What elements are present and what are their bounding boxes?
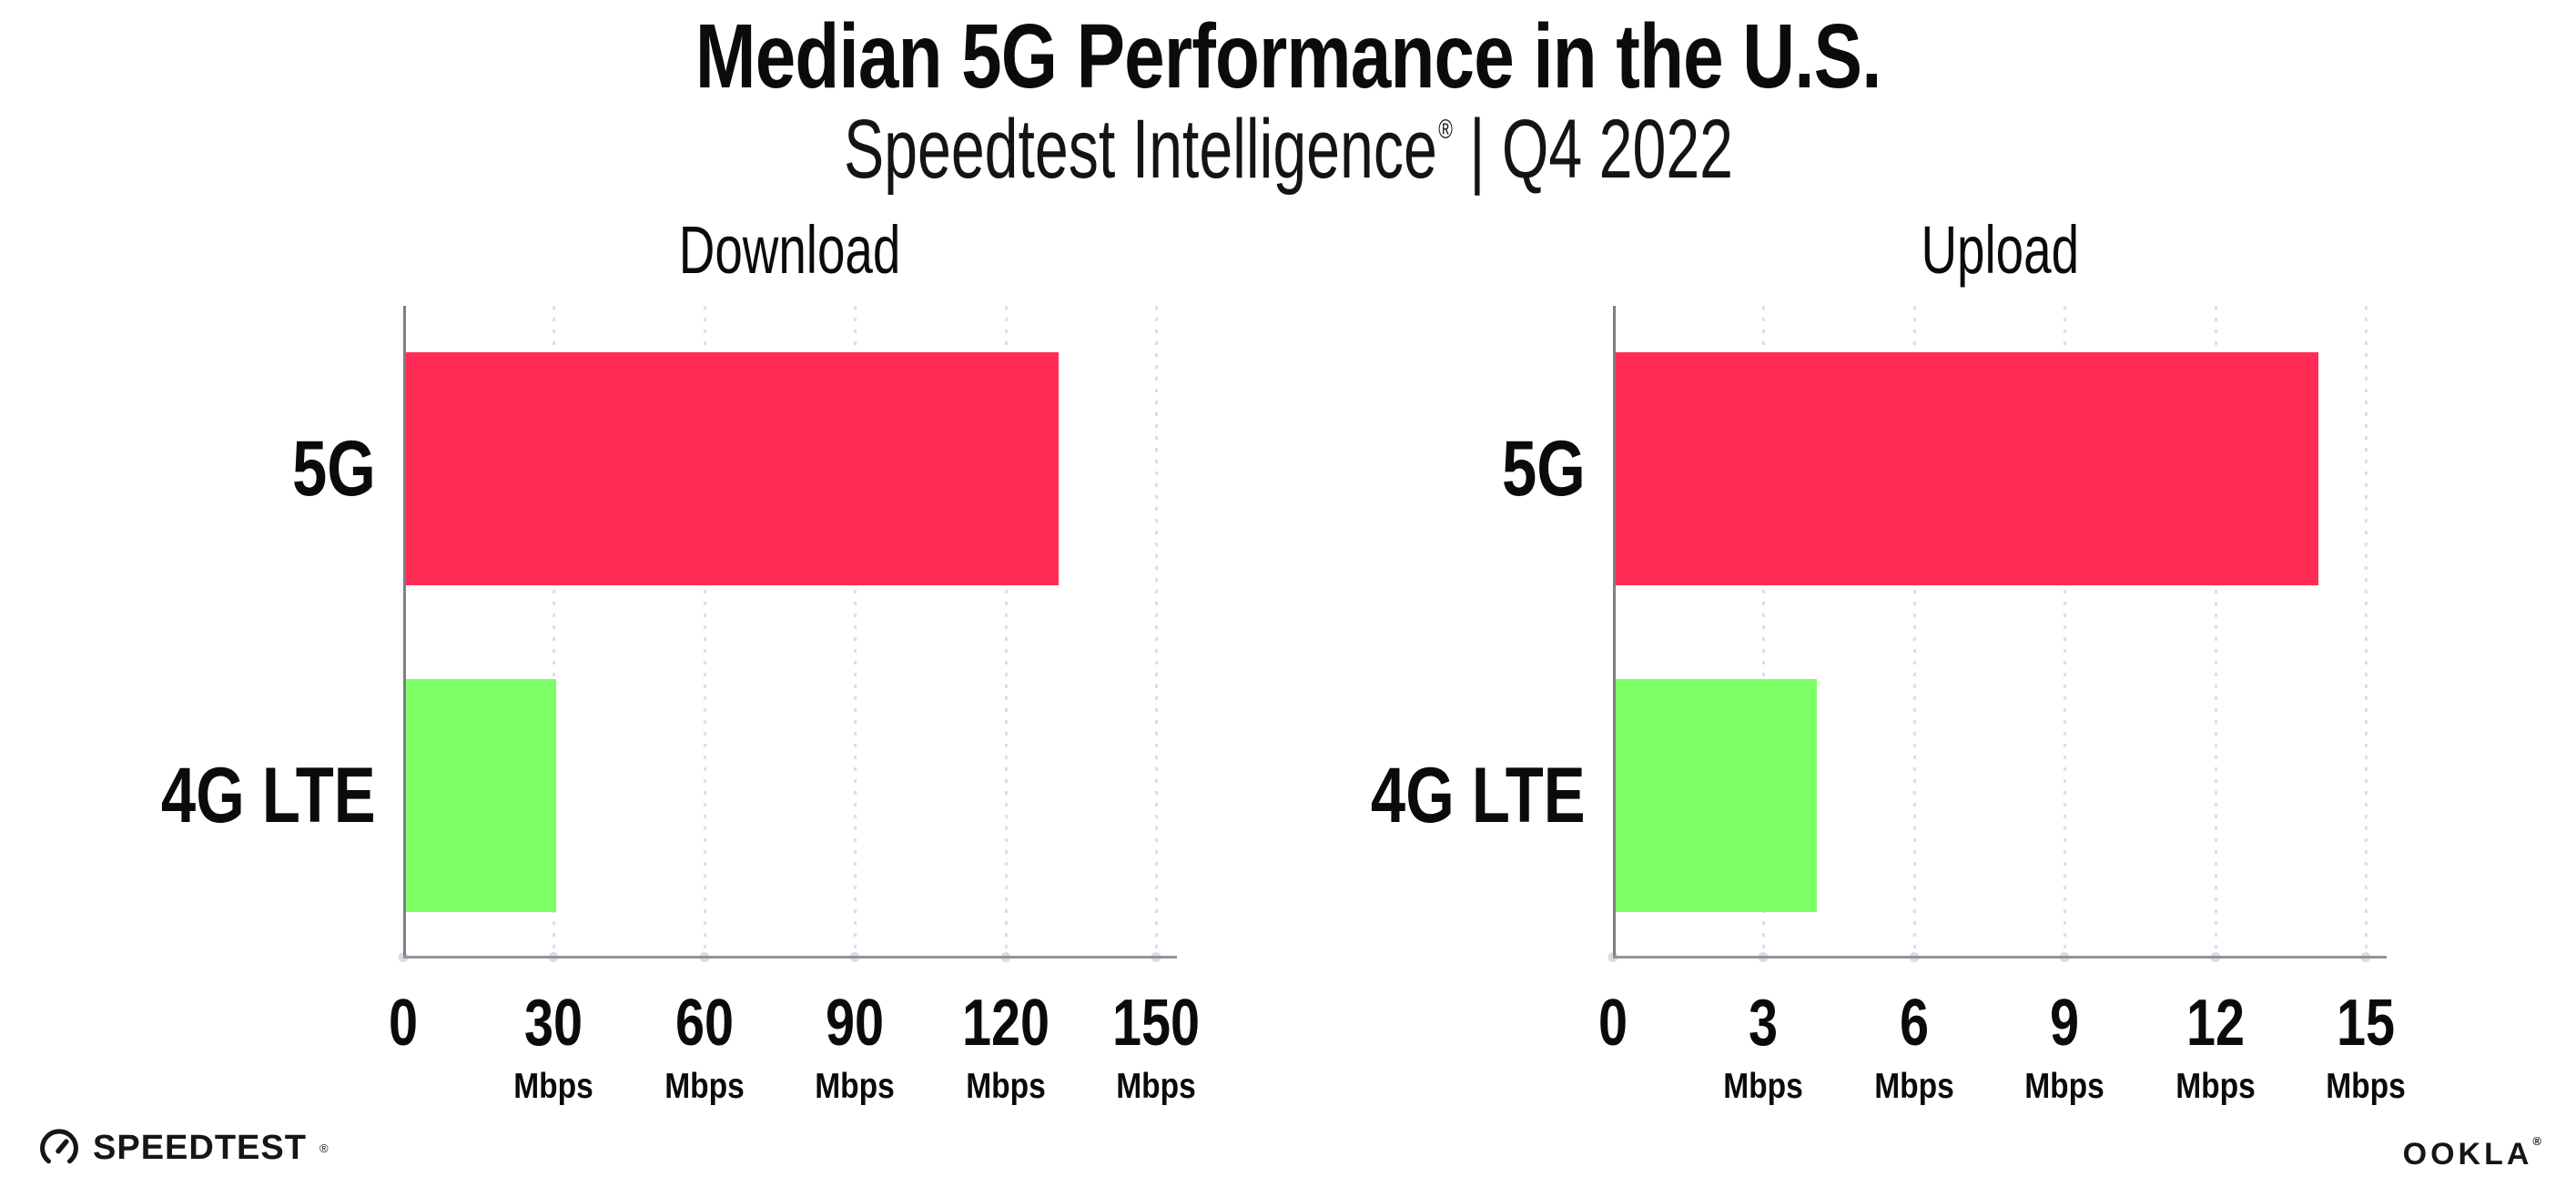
category-label: 5G <box>18 430 376 508</box>
x-tick-value: 3 <box>1749 987 1779 1060</box>
x-tick-unit-text: Mbps <box>965 1067 1046 1106</box>
x-tick-unit-text: Mbps <box>664 1067 745 1106</box>
category-label-text: 5G <box>292 425 376 512</box>
x-tick-value: 0 <box>388 987 419 1060</box>
subtitle-period: | Q4 2022 <box>1452 103 1733 196</box>
x-tick-unit-text: Mbps <box>2024 1067 2104 1106</box>
x-tick-label: 150 <box>1101 990 1211 1056</box>
x-tick-unit-text: Mbps <box>513 1067 594 1106</box>
gridline <box>553 306 556 959</box>
x-tick-unit: Mbps <box>507 1069 600 1104</box>
bar-4g-lte <box>1616 678 1817 912</box>
ookla-registered-mark-icon: ® <box>2532 1134 2545 1148</box>
x-tick-value: 15 <box>2336 987 2396 1060</box>
x-tick-label: 12 <box>2179 990 2252 1056</box>
gridline <box>1004 306 1008 959</box>
category-label: 4G LTE <box>1228 756 1586 835</box>
gridline <box>1912 306 1916 959</box>
x-tick-value: 9 <box>2050 987 2080 1060</box>
x-tick-unit-text: Mbps <box>2326 1067 2406 1106</box>
x-tick-label: 6 <box>1896 990 1932 1056</box>
plot-area: 0 30 Mbps 60 Mbps 90 Mbps 120 Mbps 150 Mbps <box>389 306 1200 1104</box>
x-tick-value: 90 <box>826 987 885 1060</box>
category-label-text: 5G <box>1502 425 1586 512</box>
x-tick-label: 3 <box>1745 990 1781 1056</box>
x-tick-unit-text: Mbps <box>2175 1067 2256 1106</box>
x-tick-unit-text: Mbps <box>1874 1067 1954 1106</box>
plot-area: 0 3 Mbps 6 Mbps 9 Mbps 12 Mbps 15 Mbps <box>1598 306 2406 1104</box>
x-tick-unit-text: Mbps <box>1116 1067 1196 1106</box>
upload-chart: Upload 0 3 Mbps 6 Mbps 9 Mbps 12 Mbps 15 Mbps 5G 4G L… <box>1228 212 2406 1125</box>
gridline <box>1155 306 1158 959</box>
chart-title-text: Download <box>679 212 901 288</box>
x-tick-unit: Mbps <box>2319 1069 2412 1104</box>
gridline <box>2365 306 2368 959</box>
category-label-text: 4G LTE <box>161 751 376 839</box>
x-tick-unit: Mbps <box>1110 1069 1202 1104</box>
download-chart: Download 0 30 Mbps 60 Mbps 90 Mbps 120 Mbps 150 Mbp… <box>18 212 1200 1125</box>
bar-4g-lte <box>406 678 557 912</box>
page-title: Median 5G Performance in the U.S. <box>0 9 2576 105</box>
y-axis-line <box>1613 306 1616 959</box>
speedtest-logo: SPEEDTEST ® <box>38 1127 329 1169</box>
page-title-text: Median 5G Performance in the U.S. <box>695 5 1882 107</box>
x-tick-unit: Mbps <box>808 1069 901 1104</box>
chart-title: Download <box>403 211 1177 289</box>
x-tick-unit: Mbps <box>1717 1069 1810 1104</box>
x-tick-unit: Mbps <box>2169 1069 2262 1104</box>
x-axis-line <box>403 956 1177 959</box>
chart-title-text: Upload <box>1921 212 2079 288</box>
x-tick-label: 60 <box>668 990 741 1056</box>
category-label: 5G <box>1228 430 1586 508</box>
ookla-wordmark: OOKLA <box>2402 1136 2533 1172</box>
registered-mark-icon: ® <box>1437 115 1453 146</box>
gridline <box>1762 306 1766 959</box>
x-tick-value: 30 <box>524 987 583 1060</box>
speedtest-wordmark: SPEEDTEST <box>93 1128 307 1167</box>
subtitle-brand: Speedtest Intelligence <box>843 103 1437 196</box>
gridline <box>2064 306 2067 959</box>
x-tick-value: 0 <box>1597 987 1628 1060</box>
x-tick-value: 6 <box>1899 987 1929 1060</box>
speedtest-gauge-icon <box>40 1129 78 1164</box>
x-tick-label: 15 <box>2329 990 2402 1056</box>
x-tick-label: 0 <box>1595 990 1631 1056</box>
ookla-logo: OOKLA® <box>2403 1134 2545 1172</box>
gridline <box>703 306 706 959</box>
x-tick-unit: Mbps <box>1868 1069 1961 1104</box>
x-tick-unit: Mbps <box>658 1069 751 1104</box>
x-tick-label: 30 <box>517 990 590 1056</box>
page-subtitle: Speedtest Intelligence® | Q4 2022 <box>0 106 2576 194</box>
x-tick-value: 12 <box>2186 987 2245 1060</box>
x-tick-unit: Mbps <box>2018 1069 2111 1104</box>
x-tick-unit-text: Mbps <box>1723 1067 1804 1106</box>
category-label: 4G LTE <box>18 756 376 835</box>
y-axis-line <box>403 306 406 959</box>
x-tick-value: 60 <box>674 987 734 1060</box>
speedtest-registered-mark-icon: ® <box>319 1141 329 1155</box>
bar-5g <box>1616 352 2318 585</box>
gridline <box>2214 306 2217 959</box>
x-tick-value: 150 <box>1111 987 1201 1060</box>
bar-5g <box>406 352 1059 585</box>
x-tick-label: 120 <box>951 990 1060 1056</box>
x-tick-label: 90 <box>818 990 891 1056</box>
x-axis-line <box>1613 956 2387 959</box>
chart-title: Upload <box>1613 211 2387 289</box>
gridline <box>854 306 857 959</box>
x-tick-unit: Mbps <box>959 1069 1052 1104</box>
x-tick-unit-text: Mbps <box>815 1067 895 1106</box>
x-tick-label: 0 <box>385 990 421 1056</box>
x-tick-label: 9 <box>2046 990 2083 1056</box>
x-tick-value: 120 <box>961 987 1050 1060</box>
category-label-text: 4G LTE <box>1371 751 1586 839</box>
